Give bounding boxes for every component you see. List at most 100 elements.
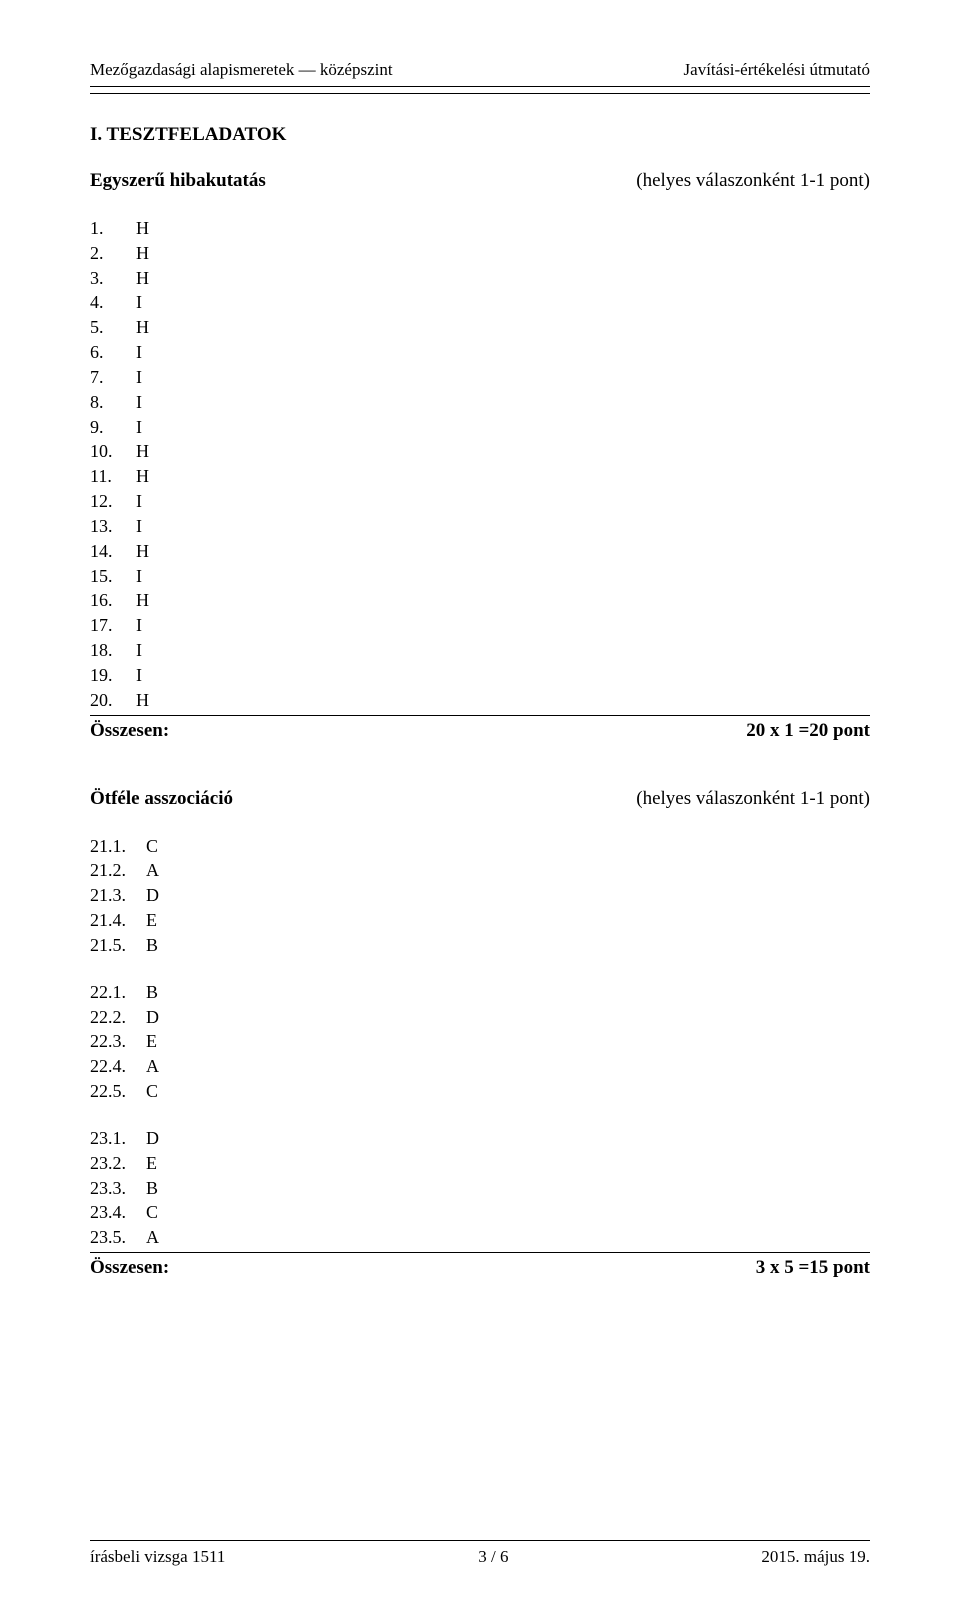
task1-total-value: 20 x 1 =20 pont (746, 720, 870, 742)
answer-value: C (146, 834, 158, 859)
answer-row: 21.1.C (90, 834, 870, 859)
answer-value: I (136, 613, 142, 638)
task1-total-label: Összesen: (90, 720, 169, 742)
answer-number: 5. (90, 315, 136, 340)
answer-number: 22.4. (90, 1054, 146, 1079)
answer-number: 21.1. (90, 834, 146, 859)
answer-row: 15.I (90, 564, 870, 589)
answer-row: 20.H (90, 688, 870, 713)
answer-row: 23.1.D (90, 1126, 870, 1151)
answer-row: 7.I (90, 365, 870, 390)
answer-value: I (136, 365, 142, 390)
answer-number: 21.5. (90, 933, 146, 958)
answer-row: 22.4.A (90, 1054, 870, 1079)
task1-rule (90, 715, 870, 716)
answer-value: H (136, 315, 149, 340)
top-rule (90, 93, 870, 94)
answer-value: E (146, 908, 157, 933)
answer-value: I (136, 514, 142, 539)
answer-value: D (146, 883, 159, 908)
answer-row: 21.2.A (90, 858, 870, 883)
task1-title: Egyszerű hibakutatás (90, 170, 266, 192)
answer-row: 21.5.B (90, 933, 870, 958)
answer-row: 4.I (90, 290, 870, 315)
answer-number: 22.3. (90, 1029, 146, 1054)
answer-row: 22.2.D (90, 1005, 870, 1030)
answer-number: 8. (90, 390, 136, 415)
answer-value: D (146, 1005, 159, 1030)
answer-number: 20. (90, 688, 136, 713)
answer-value: I (136, 489, 142, 514)
header-left: Mezőgazdasági alapismeretek — középszint (90, 60, 393, 80)
answer-row: 21.3.D (90, 883, 870, 908)
page: Mezőgazdasági alapismeretek — középszint… (0, 0, 960, 1617)
task2-total: Összesen: 3 x 5 =15 pont (90, 1257, 870, 1279)
answer-row: 18.I (90, 638, 870, 663)
answer-value: I (136, 290, 142, 315)
answer-value: I (136, 390, 142, 415)
answer-number: 23.1. (90, 1126, 146, 1151)
task2-note: (helyes válaszonként 1-1 pont) (636, 788, 870, 810)
answer-number: 12. (90, 489, 136, 514)
page-header: Mezőgazdasági alapismeretek — középszint… (90, 60, 870, 86)
answer-value: B (146, 933, 158, 958)
answer-value: A (146, 858, 159, 883)
answer-row: 19.I (90, 663, 870, 688)
answer-row: 17.I (90, 613, 870, 638)
answer-value: A (146, 1225, 159, 1250)
answer-value: C (146, 1079, 158, 1104)
page-footer: írásbeli vizsga 1511 3 / 6 2015. május 1… (90, 1541, 870, 1567)
header-right: Javítási-értékelési útmutató (684, 60, 870, 80)
answer-value: H (136, 464, 149, 489)
task2-rule (90, 1252, 870, 1253)
answer-value: I (136, 415, 142, 440)
answer-number: 11. (90, 464, 136, 489)
answer-number: 23.3. (90, 1176, 146, 1201)
answer-number: 23.4. (90, 1200, 146, 1225)
task2-total-value: 3 x 5 =15 pont (756, 1257, 870, 1279)
answer-value: H (136, 241, 149, 266)
answer-row: 6.I (90, 340, 870, 365)
answer-number: 14. (90, 539, 136, 564)
answer-value: I (136, 638, 142, 663)
task2-heading: Ötféle asszociáció (helyes válaszonként … (90, 788, 870, 810)
answer-number: 13. (90, 514, 136, 539)
answer-number: 18. (90, 638, 136, 663)
task1-heading: Egyszerű hibakutatás (helyes válaszonkén… (90, 170, 870, 192)
answer-value: D (146, 1126, 159, 1151)
answer-value: E (146, 1029, 157, 1054)
group-gap (90, 1104, 870, 1126)
answer-number: 10. (90, 439, 136, 464)
answer-value: E (146, 1151, 157, 1176)
answer-row: 23.3.B (90, 1176, 870, 1201)
answer-number: 2. (90, 241, 136, 266)
footer-right: 2015. május 19. (761, 1547, 870, 1567)
section-title: I. TESZTFELADATOK (90, 124, 870, 146)
answer-row: 2.H (90, 241, 870, 266)
answer-value: H (136, 439, 149, 464)
answer-number: 23.5. (90, 1225, 146, 1250)
answer-number: 3. (90, 266, 136, 291)
answer-value: I (136, 340, 142, 365)
answer-number: 17. (90, 613, 136, 638)
answer-row: 3.H (90, 266, 870, 291)
answer-number: 6. (90, 340, 136, 365)
answer-number: 15. (90, 564, 136, 589)
answer-row: 12.I (90, 489, 870, 514)
answer-value: H (136, 688, 149, 713)
footer-center: 3 / 6 (478, 1547, 508, 1567)
answer-row: 22.5.C (90, 1079, 870, 1104)
answer-row: 14.H (90, 539, 870, 564)
answer-number: 7. (90, 365, 136, 390)
answer-value: H (136, 216, 149, 241)
answer-number: 21.3. (90, 883, 146, 908)
answer-row: 23.4.C (90, 1200, 870, 1225)
task1-answers: 1.H2.H3.H4.I5.H6.I7.I8.I9.I10.H11.H12.I1… (90, 216, 870, 713)
task1-note: (helyes válaszonként 1-1 pont) (636, 170, 870, 192)
answer-row: 22.3.E (90, 1029, 870, 1054)
task2-total-label: Összesen: (90, 1257, 169, 1279)
answer-number: 23.2. (90, 1151, 146, 1176)
answer-row: 9.I (90, 415, 870, 440)
answer-row: 13.I (90, 514, 870, 539)
answer-number: 21.4. (90, 908, 146, 933)
